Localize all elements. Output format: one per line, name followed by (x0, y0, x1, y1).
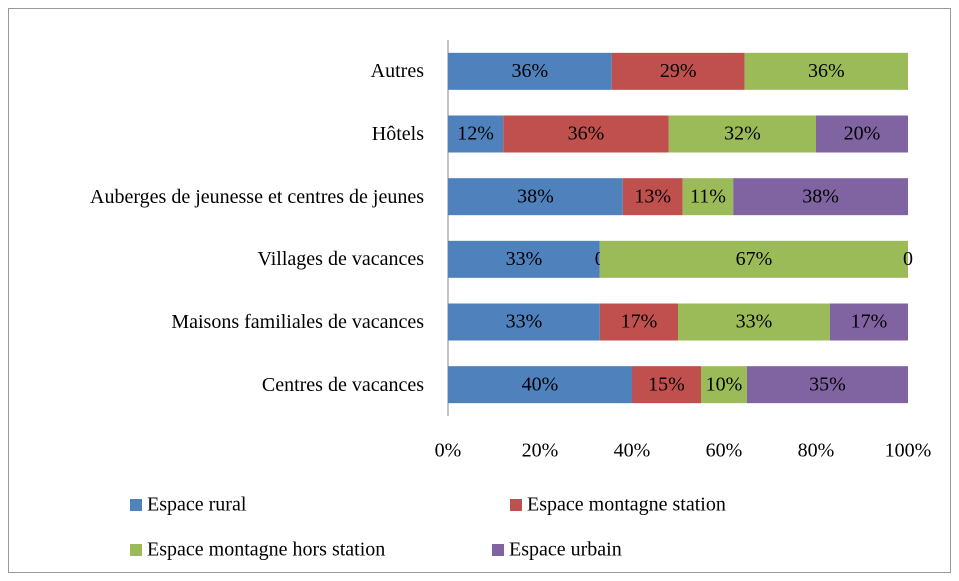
bar-segment (448, 178, 623, 216)
legend-label: Espace montagne station (527, 494, 726, 516)
data-label: 12% (457, 123, 494, 145)
bar-segment (632, 366, 701, 404)
y-tick-label: Centres de vacances (261, 373, 424, 396)
data-label: 17% (851, 311, 888, 333)
bar-segment (816, 115, 908, 153)
bar-segment (448, 366, 632, 404)
data-label: 67% (736, 248, 773, 270)
bar-segment (682, 178, 734, 216)
bar-segment (829, 303, 908, 341)
x-tick-label: 60% (706, 440, 743, 462)
category-label-box: Auberges de jeunesse et centres de jeune… (20, 167, 424, 227)
bar-segment (448, 115, 504, 153)
y-tick-label: Villages de vacances (257, 248, 425, 271)
bar-segment (668, 115, 816, 153)
data-label: 33% (506, 248, 543, 270)
data-label: 38% (517, 185, 554, 207)
category-label-box: Villages de vacances (20, 229, 425, 289)
y-tick-label: Maisons familiales de vacances (171, 311, 424, 333)
category-label-box: Maisons familiales de vacances (20, 292, 424, 352)
data-label: 17% (621, 311, 658, 333)
x-tick-label: 80% (798, 440, 835, 462)
bar-segment (448, 303, 600, 341)
data-label: 33% (506, 311, 543, 333)
bar-segment (701, 366, 747, 404)
data-label: 36% (512, 60, 549, 82)
bar-segment (733, 178, 908, 216)
legend-swatch (510, 499, 522, 511)
legend-swatch (130, 544, 142, 556)
x-tick-label: 100% (885, 440, 932, 462)
data-label: 11% (690, 185, 726, 207)
category-label-box: Centres de vacances (20, 355, 424, 415)
bar-segment (448, 52, 612, 90)
x-tick-label: 20% (522, 440, 559, 462)
data-label: 10% (706, 373, 743, 395)
bar-segment (747, 366, 908, 404)
bar-segment (599, 303, 678, 341)
data-label: 33% (736, 311, 773, 333)
bar-segment (622, 178, 683, 216)
bar-segment (503, 115, 669, 153)
data-label: 32% (724, 123, 761, 145)
data-label: 40% (522, 373, 559, 395)
legend-swatch (492, 544, 504, 556)
bar-segment (744, 52, 908, 90)
data-label: 0 (903, 248, 913, 270)
data-label: 20% (844, 123, 881, 145)
data-label: 13% (634, 185, 671, 207)
y-tick-label: Autres (370, 60, 424, 83)
data-label: 35% (809, 373, 846, 395)
legend-swatch (130, 499, 142, 511)
legend-label: Espace urbain (509, 539, 622, 561)
bar-segment (599, 240, 908, 278)
data-label: 36% (568, 123, 605, 145)
x-tick-label: 40% (614, 440, 651, 462)
category-label-box: Hôtels (20, 104, 424, 164)
y-tick-label: Hôtels (371, 123, 424, 145)
bar-segment (611, 52, 745, 90)
data-label: 38% (802, 185, 839, 207)
y-tick-label: Auberges de jeunesse et centres de jeune… (90, 185, 424, 208)
data-label: 29% (660, 60, 697, 82)
x-tick-label: 0% (435, 440, 462, 462)
bar-segment (448, 240, 600, 278)
data-label: 15% (648, 373, 685, 395)
bar-segment (678, 303, 830, 341)
chart-border (8, 8, 951, 573)
legend-label: Espace montagne hors station (147, 539, 385, 561)
legend-label: Espace rural (147, 494, 247, 516)
category-label-box: Autres (20, 41, 424, 101)
data-label: 36% (808, 60, 845, 82)
